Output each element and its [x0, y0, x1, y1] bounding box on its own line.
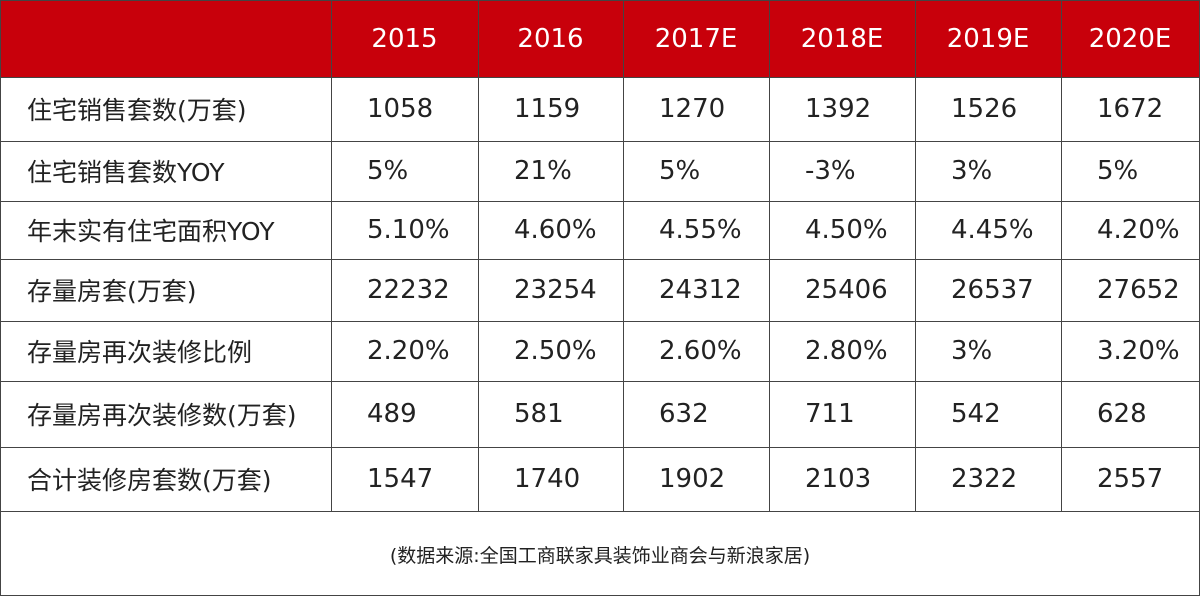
- header-cell: 2017E: [623, 1, 769, 77]
- table-cell: 4.55%: [659, 215, 742, 245]
- table-cell: 25406: [805, 275, 888, 305]
- table-cell: 1902: [659, 464, 726, 494]
- table-cell: 22232: [367, 275, 450, 305]
- row-divider: [1, 141, 1199, 142]
- table-cell: 542: [951, 399, 1001, 429]
- row-label: 存量房套(万套): [27, 277, 197, 306]
- table-cell: 2322: [951, 464, 1018, 494]
- table-cell: 5.10%: [367, 215, 450, 245]
- row-divider: [1, 201, 1199, 202]
- header-cell: 2015: [331, 1, 478, 77]
- row-divider: [1, 447, 1199, 448]
- table-cell: 5%: [1097, 156, 1139, 186]
- table-cell: 21%: [514, 156, 572, 186]
- table-cell: 24312: [659, 275, 742, 305]
- row-divider: [1, 77, 1199, 78]
- table-cell: 1159: [514, 94, 581, 124]
- table-cell: 489: [367, 399, 417, 429]
- table-cell: 1270: [659, 94, 726, 124]
- table-cell: 4.50%: [805, 215, 888, 245]
- table-cell: 3.20%: [1097, 336, 1180, 366]
- table-cell: 4.60%: [514, 215, 597, 245]
- table-cell: 2103: [805, 464, 872, 494]
- table-cell: 711: [805, 399, 855, 429]
- table-cell: 2557: [1097, 464, 1164, 494]
- table-cell: 2.20%: [367, 336, 450, 366]
- column-divider: [915, 1, 916, 511]
- row-label: 住宅销售套数(万套): [27, 96, 247, 125]
- column-divider: [769, 1, 770, 511]
- row-divider: [1, 259, 1199, 260]
- column-divider: [1061, 1, 1062, 511]
- table-cell: 5%: [367, 156, 409, 186]
- table-cell: 4.45%: [951, 215, 1034, 245]
- header-cell: 2019E: [915, 1, 1061, 77]
- header-cell: 2018E: [769, 1, 915, 77]
- table-cell: 1740: [514, 464, 581, 494]
- table-cell: 1392: [805, 94, 872, 124]
- table-cell: 27652: [1097, 275, 1180, 305]
- row-label: 存量房再次装修数(万套): [27, 401, 297, 430]
- table-cell: 1526: [951, 94, 1018, 124]
- row-label: 存量房再次装修比例: [27, 338, 253, 367]
- column-divider: [331, 1, 332, 511]
- column-divider: [478, 1, 479, 511]
- table-cell: 3%: [951, 336, 993, 366]
- source-note: (数据来源:全国工商联家具装饰业商会与新浪家居): [389, 544, 811, 567]
- row-label: 合计装修房套数(万套): [27, 466, 272, 495]
- table-cell: 1672: [1097, 94, 1164, 124]
- table-cell: 581: [514, 399, 564, 429]
- table-cell: 26537: [951, 275, 1034, 305]
- table-cell: -3%: [805, 156, 856, 186]
- column-divider: [623, 1, 624, 511]
- table-cell: 2.50%: [514, 336, 597, 366]
- row-divider: [1, 321, 1199, 322]
- table-cell: 2.60%: [659, 336, 742, 366]
- row-label: 年末实有住宅面积YOY: [27, 217, 275, 246]
- row-divider: [1, 381, 1199, 382]
- table-cell: 632: [659, 399, 709, 429]
- table-cell: 2.80%: [805, 336, 888, 366]
- table-cell: 4.20%: [1097, 215, 1180, 245]
- row-divider: [1, 511, 1199, 512]
- table-cell: 628: [1097, 399, 1147, 429]
- header-cell: 2020E: [1061, 1, 1199, 77]
- header-cell: 2016: [478, 1, 623, 77]
- table-cell: 1547: [367, 464, 434, 494]
- table-cell: 23254: [514, 275, 597, 305]
- table-cell: 3%: [951, 156, 993, 186]
- row-label: 住宅销售套数YOY: [27, 158, 225, 187]
- table-cell: 1058: [367, 94, 434, 124]
- table-cell: 5%: [659, 156, 701, 186]
